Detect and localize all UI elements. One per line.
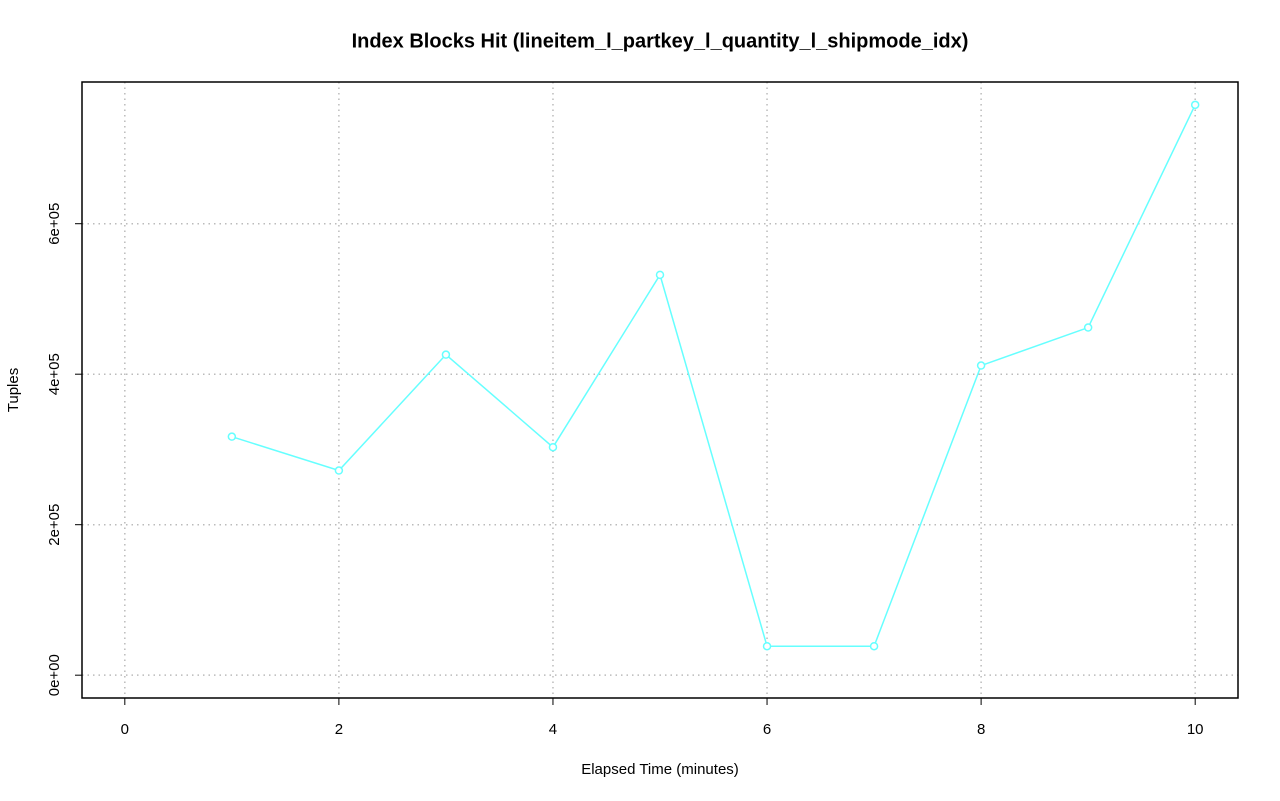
point [869,641,879,651]
x-tick-label: 8 [977,721,985,738]
y-tick-label: 0e+00 [46,654,63,696]
point [548,442,558,452]
y-tick-label: 6e+05 [46,203,63,245]
x-tick-label: 0 [121,721,129,738]
x-tick-label: 2 [335,721,343,738]
point [441,350,451,359]
x-axis-label: Elapsed Time (minutes) [581,761,739,778]
point [1190,100,1200,110]
point [655,270,665,280]
y-axis-label: Tuples [5,368,22,412]
chart-title: Index Blocks Hit (lineitem_l_partkey_l_q… [352,30,969,52]
x-tick-label: 10 [1187,721,1204,738]
x-tick-label: 6 [763,721,771,738]
point [976,361,986,370]
point [762,641,772,651]
x-tick-label: 4 [549,721,557,738]
point [1083,323,1093,332]
point [227,432,237,441]
plot-frame [81,81,1239,699]
y-tick-label: 2e+05 [46,504,63,546]
point [334,466,344,475]
y-tick-label: 4e+05 [46,353,63,395]
series-line [231,104,1196,647]
